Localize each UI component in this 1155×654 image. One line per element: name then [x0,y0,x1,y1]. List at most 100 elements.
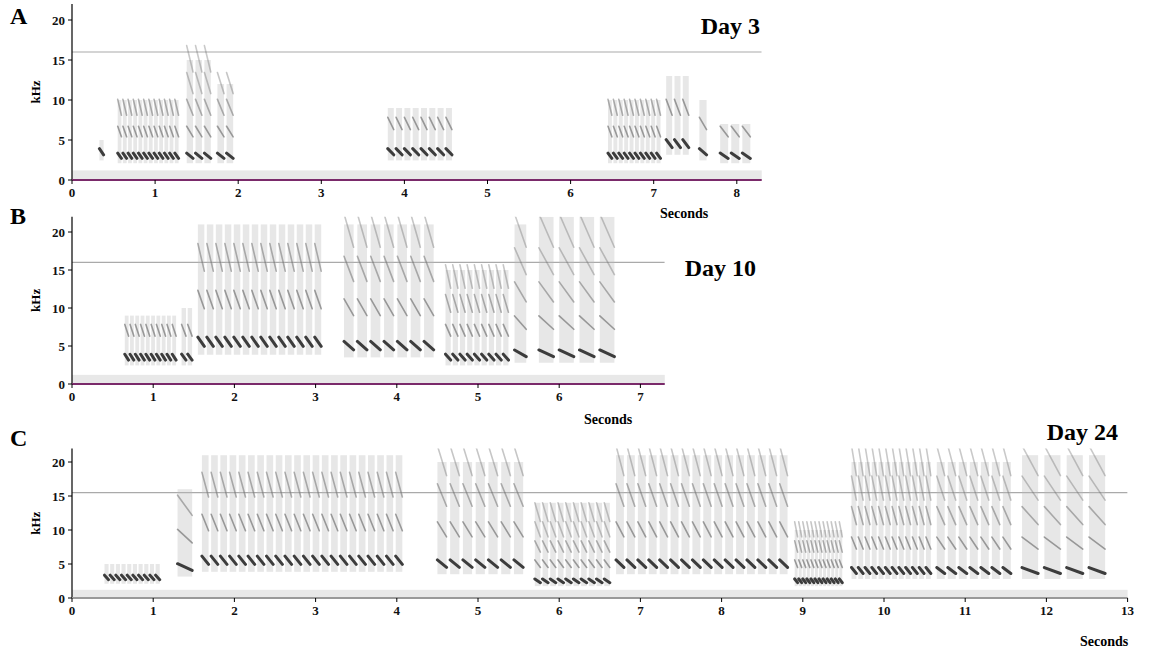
x-tick [736,180,737,184]
x-tick [396,598,397,602]
y-axis-title: kHz [28,511,43,534]
reference-line [72,51,762,52]
y-axis [71,4,72,180]
syllable-group [178,489,193,576]
syllable-group [937,448,1011,579]
syllable-group [388,108,452,160]
x-tick-label: 6 [556,389,563,404]
syllable-group [515,217,527,363]
x-tick [640,598,641,602]
x-tick [478,384,479,388]
syllable-group [187,46,211,164]
y-tick-label: 20 [52,225,65,240]
x-tick [153,384,154,388]
x-tick-label: 7 [637,603,644,618]
x-tick-label: 4 [394,603,401,618]
x-tick-label: 7 [637,389,644,404]
syllable-group [118,99,179,163]
x-tick [653,180,654,184]
syllable-group [99,140,103,160]
x-tick [321,180,322,184]
x-tick-label: 2 [235,185,242,200]
y-tick [68,20,72,21]
x-tick [153,598,154,602]
syllable-group [852,448,931,579]
y-tick-label: 20 [52,455,65,470]
y-tick-label: 10 [52,523,65,538]
x-axis [72,383,665,385]
syllable-group [125,316,176,366]
reference-line [72,262,665,263]
panel-title: Day 24 [1047,419,1118,445]
marks [72,46,762,164]
x-tick [234,384,235,388]
y-tick-label: 10 [52,301,65,316]
y-tick-label: 15 [52,263,66,278]
syllable-group [720,124,750,163]
y-tick-label: 0 [59,591,66,606]
syllable-group [104,564,159,584]
y-tick [68,346,72,347]
syllable-group [666,76,689,155]
y-tick-label: 15 [52,53,66,68]
y-tick-label: 15 [52,489,66,504]
y-tick-label: 5 [59,339,66,354]
x-tick-label: 5 [475,603,482,618]
x-tick-label: 5 [475,389,482,404]
panel-title: Day 3 [701,13,760,39]
x-tick-label: 10 [878,603,891,618]
x-tick [238,180,239,184]
noise-band [72,590,1128,598]
x-tick [404,180,405,184]
syllable-group [1022,448,1105,579]
marks [72,217,665,366]
x-tick [315,384,316,388]
x-tick-label: 6 [567,185,574,200]
x-tick [487,180,488,184]
x-tick-label: 3 [312,603,319,618]
x-tick [72,384,73,388]
x-tick-label: 1 [150,603,157,618]
x-tick-label: 1 [152,185,159,200]
x-tick-label: 2 [231,603,238,618]
x-tick-label: 4 [401,185,408,200]
x-tick-label: 13 [1121,603,1135,618]
x-tick [234,598,235,602]
y-tick [68,270,72,271]
panel-title: Day 10 [685,255,756,281]
x-tick [72,598,73,602]
y-tick [68,308,72,309]
x-tick-label: 3 [318,185,325,200]
x-axis-title: Seconds [1080,634,1129,649]
syllable-group [217,72,233,163]
y-tick-label: 0 [59,377,66,392]
x-axis-title: Seconds [660,206,709,221]
syllable-group [202,455,402,572]
syllable-group [344,217,434,358]
x-tick [1127,598,1128,602]
x-tick-label: 8 [718,603,725,618]
panel: 05101520012345678kHzSecondsDay 3A [10,3,762,221]
panel-letter: A [10,3,28,29]
syllable-group [198,224,321,354]
x-tick-label: 1 [150,389,157,404]
y-axis-title: kHz [28,289,43,312]
x-tick-label: 5 [484,185,491,200]
y-axis [71,448,72,598]
y-tick [68,232,72,233]
syllable-group [608,99,661,163]
x-tick-label: 4 [394,389,401,404]
syllable-group [446,265,509,366]
x-tick [396,384,397,388]
y-tick-label: 5 [59,557,66,572]
panel-letter: B [10,203,26,229]
noise-band [72,170,762,180]
y-axis-title: kHz [28,80,43,103]
x-tick-label: 2 [231,389,238,404]
x-tick-label: 8 [734,185,741,200]
y-tick [68,180,72,181]
y-tick-label: 10 [52,93,65,108]
x-tick-label: 3 [312,389,319,404]
y-tick [68,496,72,497]
y-tick [68,598,72,599]
